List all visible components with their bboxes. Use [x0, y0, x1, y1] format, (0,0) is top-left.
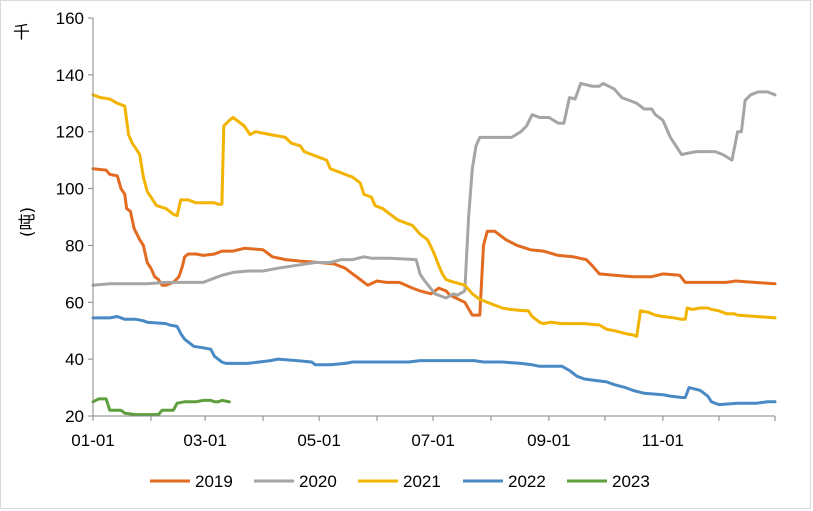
legend-label-2023: 2023	[612, 472, 650, 491]
x-tick-label: 07-01	[411, 431, 454, 450]
y-tick-label: 120	[56, 123, 84, 142]
series-line-2020	[91, 81, 777, 300]
x-tick-label: 03-01	[183, 431, 226, 450]
legend-label-2019: 2019	[195, 472, 233, 491]
series-line-2021	[91, 93, 777, 338]
x-tick-label: 11-01	[642, 431, 684, 450]
x-tick-label: 09-01	[527, 431, 570, 450]
legend: 2019 2020 2021 2022 2023	[150, 472, 650, 491]
axes: 20 40 60 80 100 120 140 160 01-01 03-01 05-01 07-01…	[56, 9, 776, 450]
y-unit-label: 千	[13, 23, 30, 43]
x-tick-label: 01-01	[71, 431, 114, 450]
y-tick-label: 100	[56, 180, 84, 199]
series-line-2023	[91, 397, 231, 417]
y-tick-label: 40	[65, 350, 84, 369]
legend-label-2021: 2021	[403, 472, 441, 491]
series-line-2022	[91, 315, 777, 407]
legend-label-2020: 2020	[299, 472, 337, 491]
x-tick-label: 05-01	[297, 431, 340, 450]
series-line-2019	[91, 167, 777, 317]
y-tick-label: 140	[56, 66, 84, 85]
y-tick-label: 160	[56, 9, 84, 28]
plot-area	[91, 81, 777, 417]
legend-label-2022: 2022	[508, 472, 546, 491]
y-tick-label: 20	[65, 407, 84, 426]
y-axis-label: (吨)	[18, 207, 38, 237]
y-tick-label: 60	[65, 293, 84, 312]
y-tick-label: 80	[65, 236, 84, 255]
